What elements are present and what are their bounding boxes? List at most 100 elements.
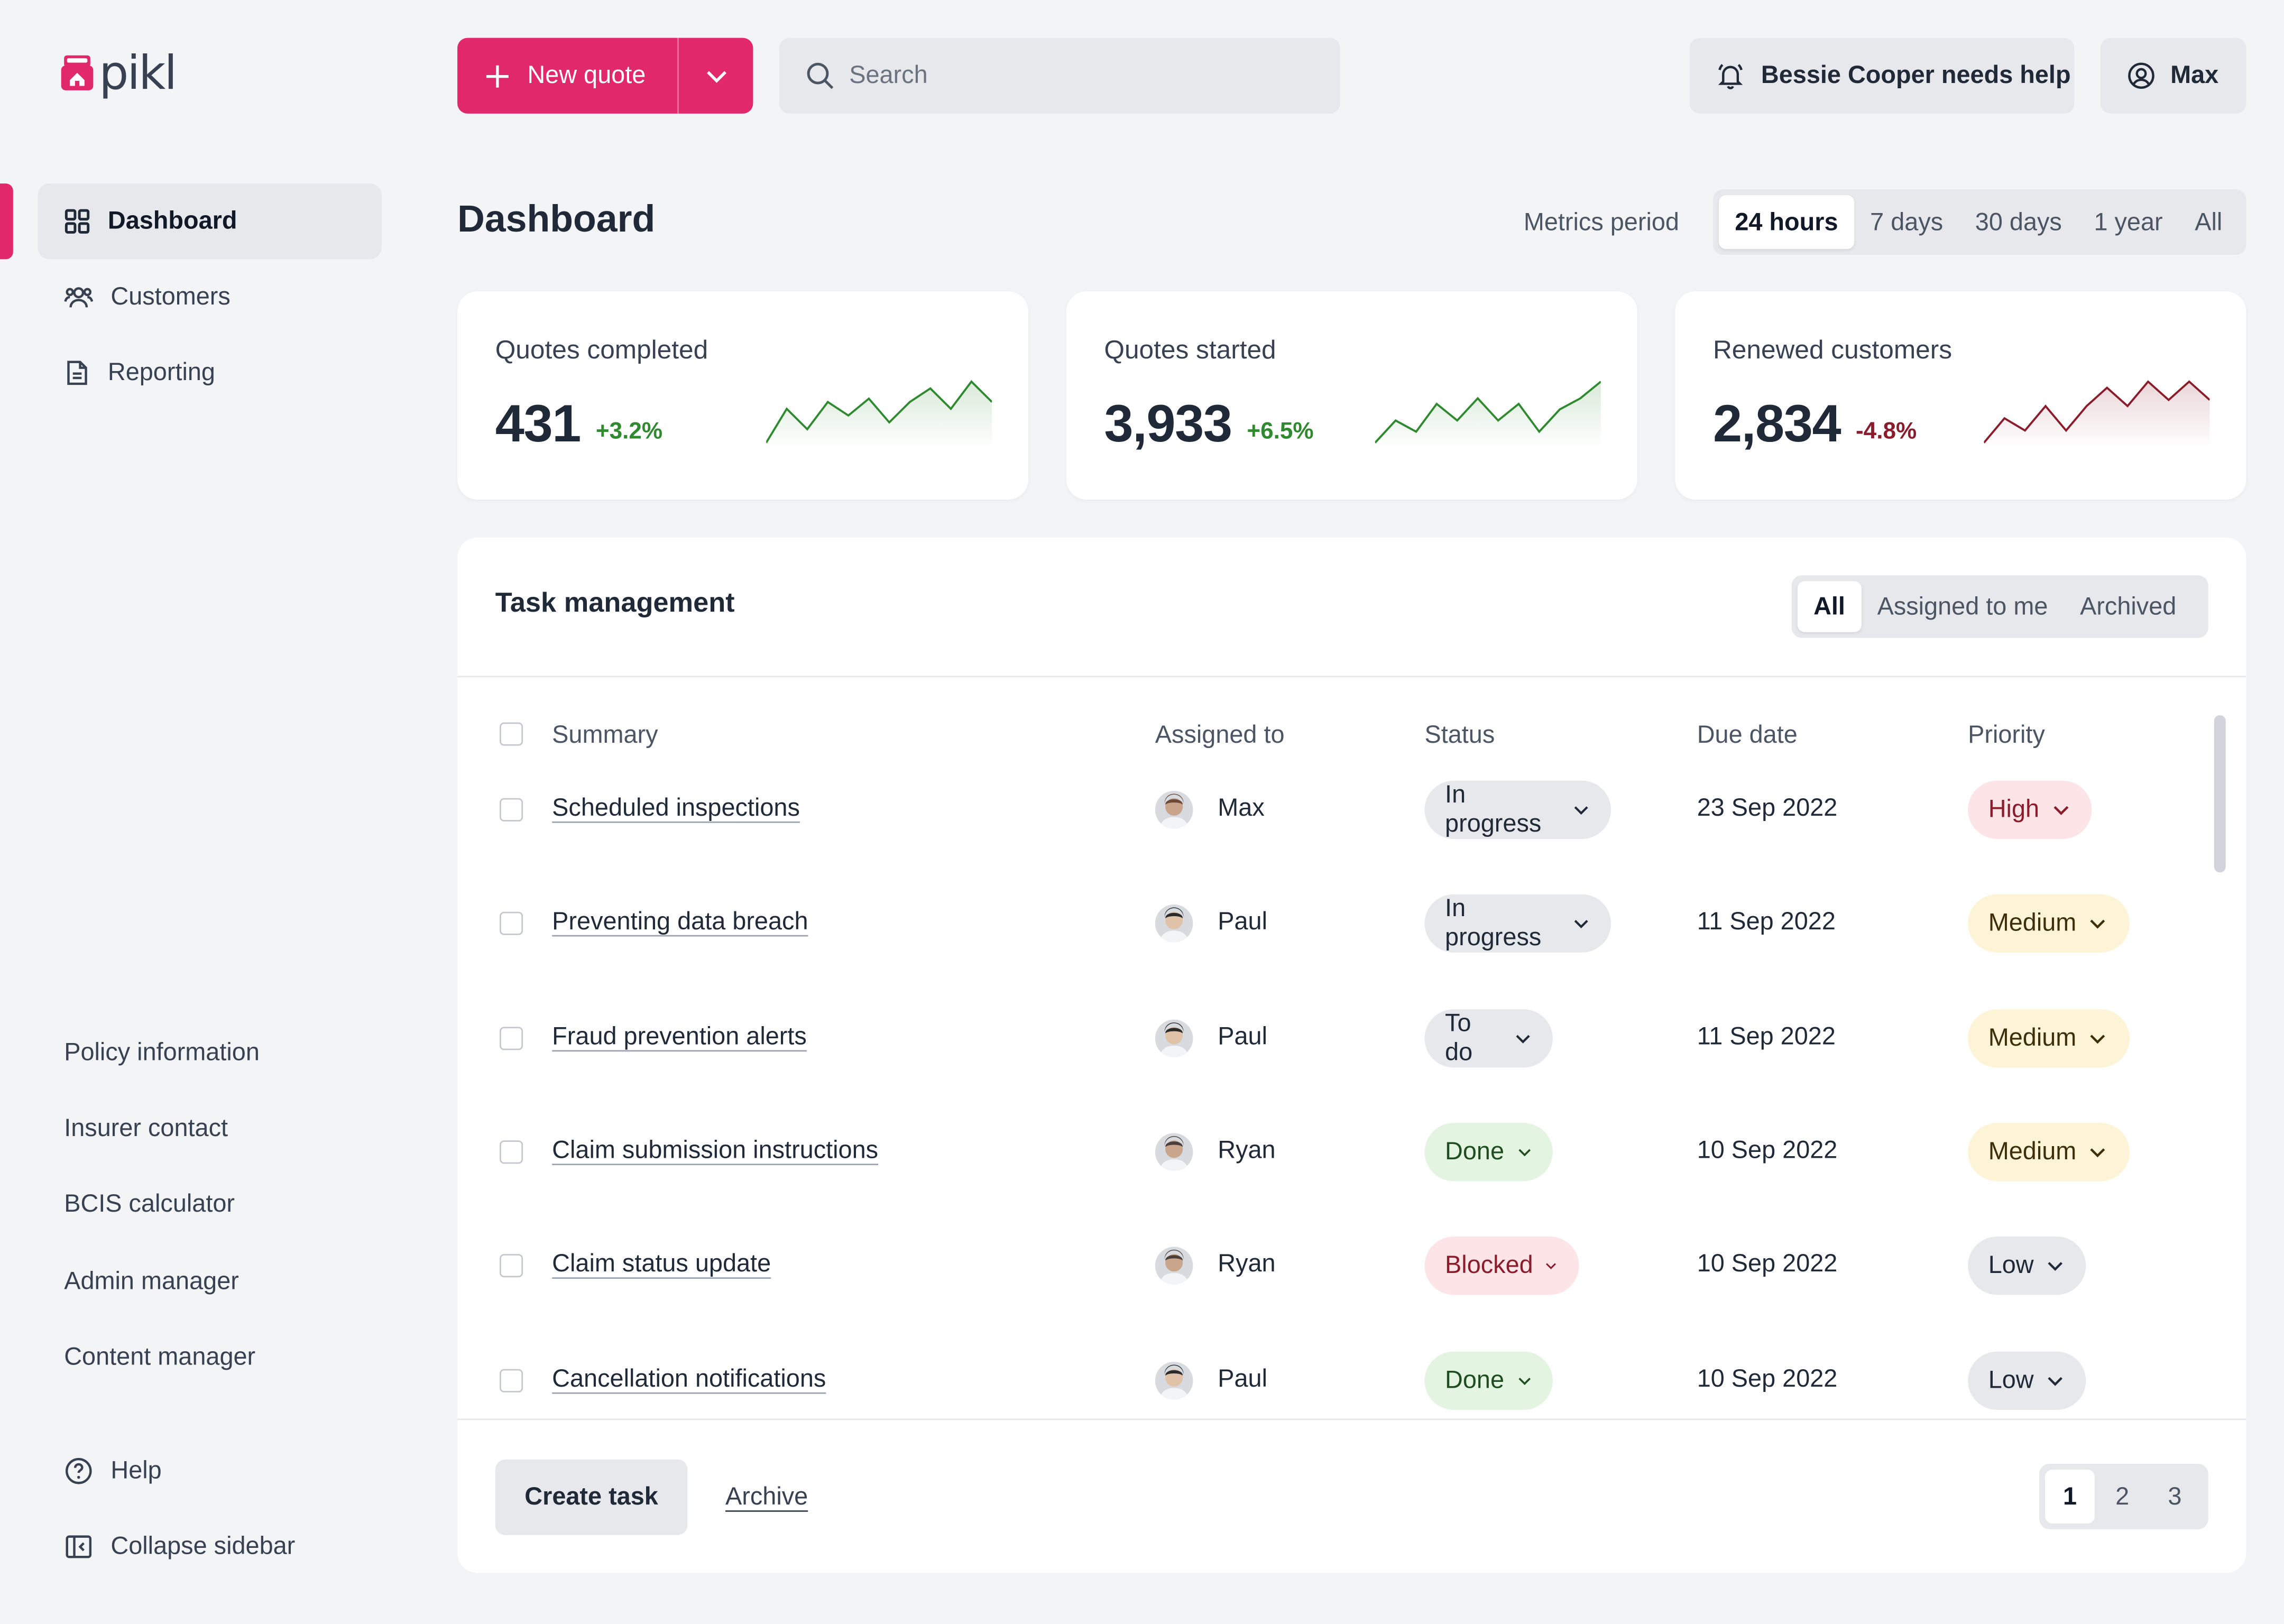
pagination: 1 2 3	[2039, 1463, 2208, 1529]
page-2-button[interactable]: 2	[2115, 1482, 2130, 1510]
help-alert-button[interactable]: Bessie Cooper needs help	[1689, 38, 2075, 114]
sidebar-link-bcis-calculator[interactable]: BCIS calculator	[64, 1189, 235, 1218]
metric-delta: +6.5%	[1247, 419, 1314, 445]
due-date: 11 Sep 2022	[1697, 907, 1836, 935]
chevron-down-icon	[2090, 1035, 2106, 1044]
sidebar-item-dashboard[interactable]: Dashboard	[38, 183, 382, 260]
user-menu-button[interactable]: Max	[2100, 38, 2246, 114]
period-30-days[interactable]: 30 days	[1975, 207, 2062, 235]
sidebar-item-reporting[interactable]: Reporting	[38, 335, 382, 411]
row-checkbox[interactable]	[499, 1027, 523, 1050]
metric-sparkline	[766, 380, 992, 449]
row-checkbox[interactable]	[499, 1369, 523, 1392]
status-label: Done	[1445, 1366, 1505, 1394]
sparkline-line	[766, 380, 992, 444]
tab-archived[interactable]: Archived	[2080, 592, 2177, 620]
metric-label: Renewed customers	[1712, 335, 1953, 364]
search-input[interactable]	[849, 61, 1286, 90]
new-quote-split-button: New quote	[457, 38, 753, 114]
assignee-name: Ryan	[1218, 1249, 1276, 1278]
period-24-hours[interactable]: 24 hours	[1719, 195, 1854, 250]
chevron-down-icon	[2090, 919, 2106, 929]
document-icon	[67, 361, 87, 385]
status-dropdown[interactable]: In progress	[1424, 780, 1611, 839]
metrics-period-label: Metrics period	[1523, 208, 1679, 236]
priority-dropdown[interactable]: High	[1968, 780, 2092, 839]
task-summary-link[interactable]: Claim submission instructions	[552, 1136, 879, 1164]
bell-ring-icon	[1718, 64, 1743, 89]
task-summary-link[interactable]: Claim status update	[552, 1249, 771, 1278]
sidebar-item-label: Reporting	[107, 358, 215, 386]
metric-card-quotes-started: Quotes started 3,933 +6.5%	[1066, 291, 1637, 500]
archive-link[interactable]: Archive	[725, 1482, 808, 1511]
metric-card-quotes-completed: Quotes completed 431 +3.2%	[457, 291, 1029, 500]
page-3-button[interactable]: 3	[2168, 1482, 2182, 1510]
status-dropdown[interactable]: Done	[1424, 1123, 1553, 1182]
metric-card-renewed-customers: Renewed customers 2,834 -4.8%	[1675, 291, 2246, 500]
new-quote-button[interactable]: New quote	[457, 38, 677, 114]
tab-assigned-to-me[interactable]: Assigned to me	[1877, 592, 2048, 620]
brand-name: pikl	[99, 45, 177, 101]
new-quote-dropdown-button[interactable]	[677, 38, 753, 114]
chevron-down-icon	[1518, 1149, 1531, 1157]
create-task-button[interactable]: Create task	[495, 1459, 688, 1535]
priority-label: Medium	[1988, 909, 2077, 937]
task-summary-link[interactable]: Cancellation notifications	[552, 1364, 826, 1392]
column-header-due-date: Due date	[1697, 721, 1798, 749]
status-label: Blocked	[1445, 1251, 1533, 1279]
column-header-summary: Summary	[552, 721, 658, 749]
assignee-name: Paul	[1218, 1022, 1268, 1050]
priority-label: High	[1988, 795, 2040, 823]
avatar	[1155, 791, 1193, 829]
sidebar-link-policy-information[interactable]: Policy information	[64, 1038, 260, 1066]
period-1-year[interactable]: 1 year	[2094, 207, 2163, 235]
task-summary-link[interactable]: Scheduled inspections	[552, 793, 800, 822]
select-all-checkbox[interactable]	[499, 722, 523, 746]
sidebar-link-admin-manager[interactable]: Admin manager	[64, 1267, 239, 1295]
row-checkbox[interactable]	[499, 1254, 523, 1278]
priority-dropdown[interactable]: Low	[1968, 1237, 2086, 1295]
plus-icon	[486, 64, 509, 87]
row-checkbox[interactable]	[499, 911, 523, 935]
avatar	[1155, 904, 1193, 943]
sparkline-area	[1984, 381, 2210, 449]
period-7-days[interactable]: 7 days	[1870, 207, 1944, 235]
row-checkbox[interactable]	[499, 1140, 523, 1164]
chevron-down-icon	[2053, 806, 2069, 815]
status-dropdown[interactable]: Done	[1424, 1351, 1553, 1410]
search-icon	[807, 62, 834, 89]
divider	[457, 676, 2246, 678]
task-management-panel: Task management All Assigned to me Archi…	[457, 537, 2246, 1573]
sidebar-link-insurer-contact[interactable]: Insurer contact	[64, 1114, 228, 1142]
metric-delta: +3.2%	[595, 419, 663, 445]
user-circle-icon	[2128, 62, 2154, 89]
priority-dropdown[interactable]: Low	[1968, 1351, 2086, 1410]
status-dropdown[interactable]: In progress	[1424, 894, 1611, 953]
row-checkbox[interactable]	[499, 798, 523, 822]
tab-all[interactable]: All	[1797, 581, 1862, 632]
status-dropdown[interactable]: To do	[1424, 1009, 1553, 1068]
column-header-priority: Priority	[1968, 721, 2045, 749]
status-label: To do	[1445, 1009, 1473, 1066]
dashboard-grid-icon	[65, 209, 90, 234]
metric-value: 3,933	[1104, 393, 1232, 453]
sidebar-link-content-manager[interactable]: Content manager	[64, 1343, 256, 1371]
task-summary-link[interactable]: Fraud prevention alerts	[552, 1022, 807, 1050]
avatar	[1155, 1247, 1193, 1285]
collapse-sidebar-button[interactable]: Collapse sidebar	[38, 1518, 382, 1576]
logo[interactable]: pikl	[58, 45, 177, 101]
page-1-button[interactable]: 1	[2045, 1469, 2095, 1524]
priority-label: Medium	[1988, 1023, 2077, 1052]
priority-dropdown[interactable]: Medium	[1968, 1009, 2130, 1068]
task-summary-link[interactable]: Preventing data breach	[552, 907, 808, 935]
table-scrollbar[interactable]	[2214, 715, 2226, 873]
sidebar-item-label: Dashboard	[107, 207, 237, 235]
priority-dropdown[interactable]: Medium	[1968, 1123, 2130, 1182]
period-all[interactable]: All	[2195, 207, 2223, 235]
sidebar-item-label: Customers	[110, 282, 231, 310]
status-dropdown[interactable]: Blocked	[1424, 1237, 1579, 1295]
metric-label: Quotes completed	[495, 335, 708, 364]
help-link[interactable]: Help	[38, 1442, 382, 1500]
priority-dropdown[interactable]: Medium	[1968, 894, 2130, 953]
sidebar-item-customers[interactable]: Customers	[38, 259, 382, 335]
